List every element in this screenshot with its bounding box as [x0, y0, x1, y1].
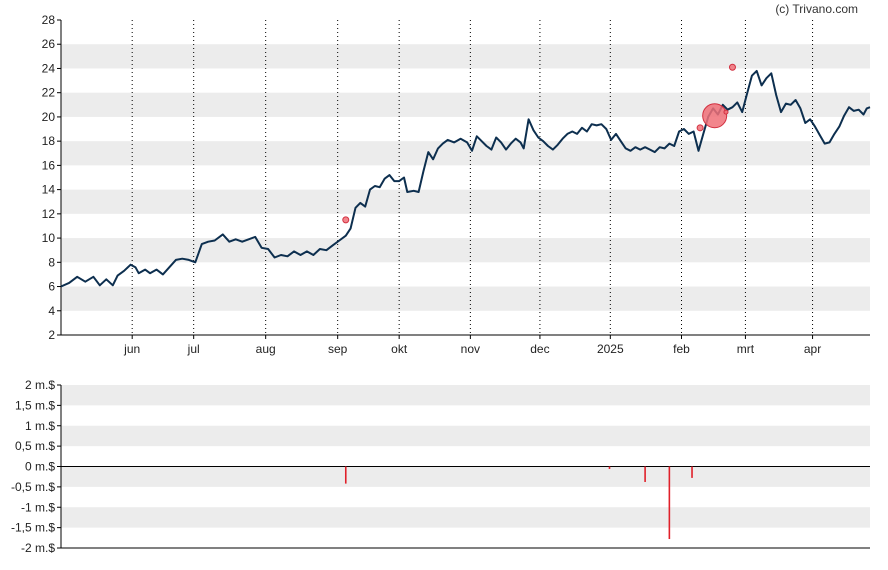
price-band	[61, 92, 870, 117]
price-x-tick-label: mrt	[737, 342, 755, 356]
price-line	[60, 69, 871, 288]
price-bands	[61, 44, 870, 311]
price-y-tick-label: 16	[42, 158, 56, 172]
price-x-tick-label: 2025	[597, 342, 624, 356]
price-x-tick-label: okt	[391, 342, 408, 356]
price-markers	[342, 63, 736, 224]
volume-y-ticks: 2 m.$ 1,5 m.$ 1 m.$ 0,5 m.$ 0 m.$ -0,5 m.$ -1 …	[11, 378, 61, 555]
price-band	[61, 286, 870, 311]
volume-bar	[344, 466, 347, 484]
volume-y-tick-label: -1,5 m.$	[11, 521, 55, 535]
volume-y-tick-label: 1 m.$	[25, 419, 55, 433]
price-y-tick-label: 20	[42, 110, 56, 124]
price-y-tick-label: 2	[48, 328, 55, 342]
price-x-tick-label: apr	[804, 342, 821, 356]
volume-bands	[61, 385, 870, 528]
price-x-tick-label: nov	[461, 342, 480, 356]
price-marker	[723, 109, 729, 115]
price-marker	[696, 124, 704, 132]
volume-band	[61, 507, 870, 528]
price-y-tick-label: 8	[48, 255, 55, 269]
volume-bar	[691, 466, 693, 478]
price-x-tick-label: jun	[123, 342, 140, 356]
volume-y-tick-label: 0,5 m.$	[15, 439, 55, 453]
price-y-tick-label: 10	[42, 231, 56, 245]
volume-y-tick-label: -1 m.$	[21, 500, 55, 514]
volume-band	[61, 466, 870, 487]
volume-band	[61, 425, 870, 447]
price-band	[61, 44, 870, 69]
price-y-tick-label: 12	[42, 207, 56, 221]
price-series	[60, 69, 871, 288]
price-marker	[728, 63, 736, 71]
price-y-tick-label: 24	[42, 61, 56, 75]
price-marker	[342, 216, 350, 224]
volume-y-tick-label: 0 m.$	[25, 460, 55, 474]
price-y-tick-label: 18	[42, 134, 56, 148]
price-axes	[60, 20, 870, 336]
price-y-tick-label: 4	[48, 304, 55, 318]
price-y-tick-label: 28	[42, 13, 56, 27]
price-x-tick-label: sep	[328, 342, 348, 356]
price-vertical-grid	[131, 20, 814, 335]
volume-y-tick-label: 2 m.$	[25, 378, 55, 392]
price-x-tick-label: jul	[187, 342, 200, 356]
price-x-tick-label: aug	[256, 342, 276, 356]
volume-y-tick-label: -0,5 m.$	[11, 480, 55, 494]
price-y-tick-label: 22	[42, 86, 56, 100]
price-band	[61, 141, 870, 166]
price-x-tick-label: dec	[530, 342, 549, 356]
volume-bar	[668, 466, 671, 540]
volume-band	[61, 385, 870, 406]
volume-bars	[344, 466, 693, 540]
price-y-tick-label: 6	[48, 280, 55, 294]
credit-label: (c) Trivano.com	[775, 2, 858, 16]
price-x-ticks: jun jul aug sep okt nov dec 2025 feb mrt apr	[123, 335, 821, 356]
price-marker	[702, 103, 728, 129]
price-y-tick-label: 26	[42, 37, 56, 51]
price-y-tick-label: 14	[42, 183, 56, 197]
volume-bar	[608, 466, 611, 469]
volume-bar	[644, 466, 646, 482]
price-x-tick-label: feb	[673, 342, 690, 356]
price-band	[61, 189, 870, 214]
volume-y-tick-label: 1,5 m.$	[15, 398, 55, 412]
volume-y-tick-label: -2 m.$	[21, 541, 55, 555]
